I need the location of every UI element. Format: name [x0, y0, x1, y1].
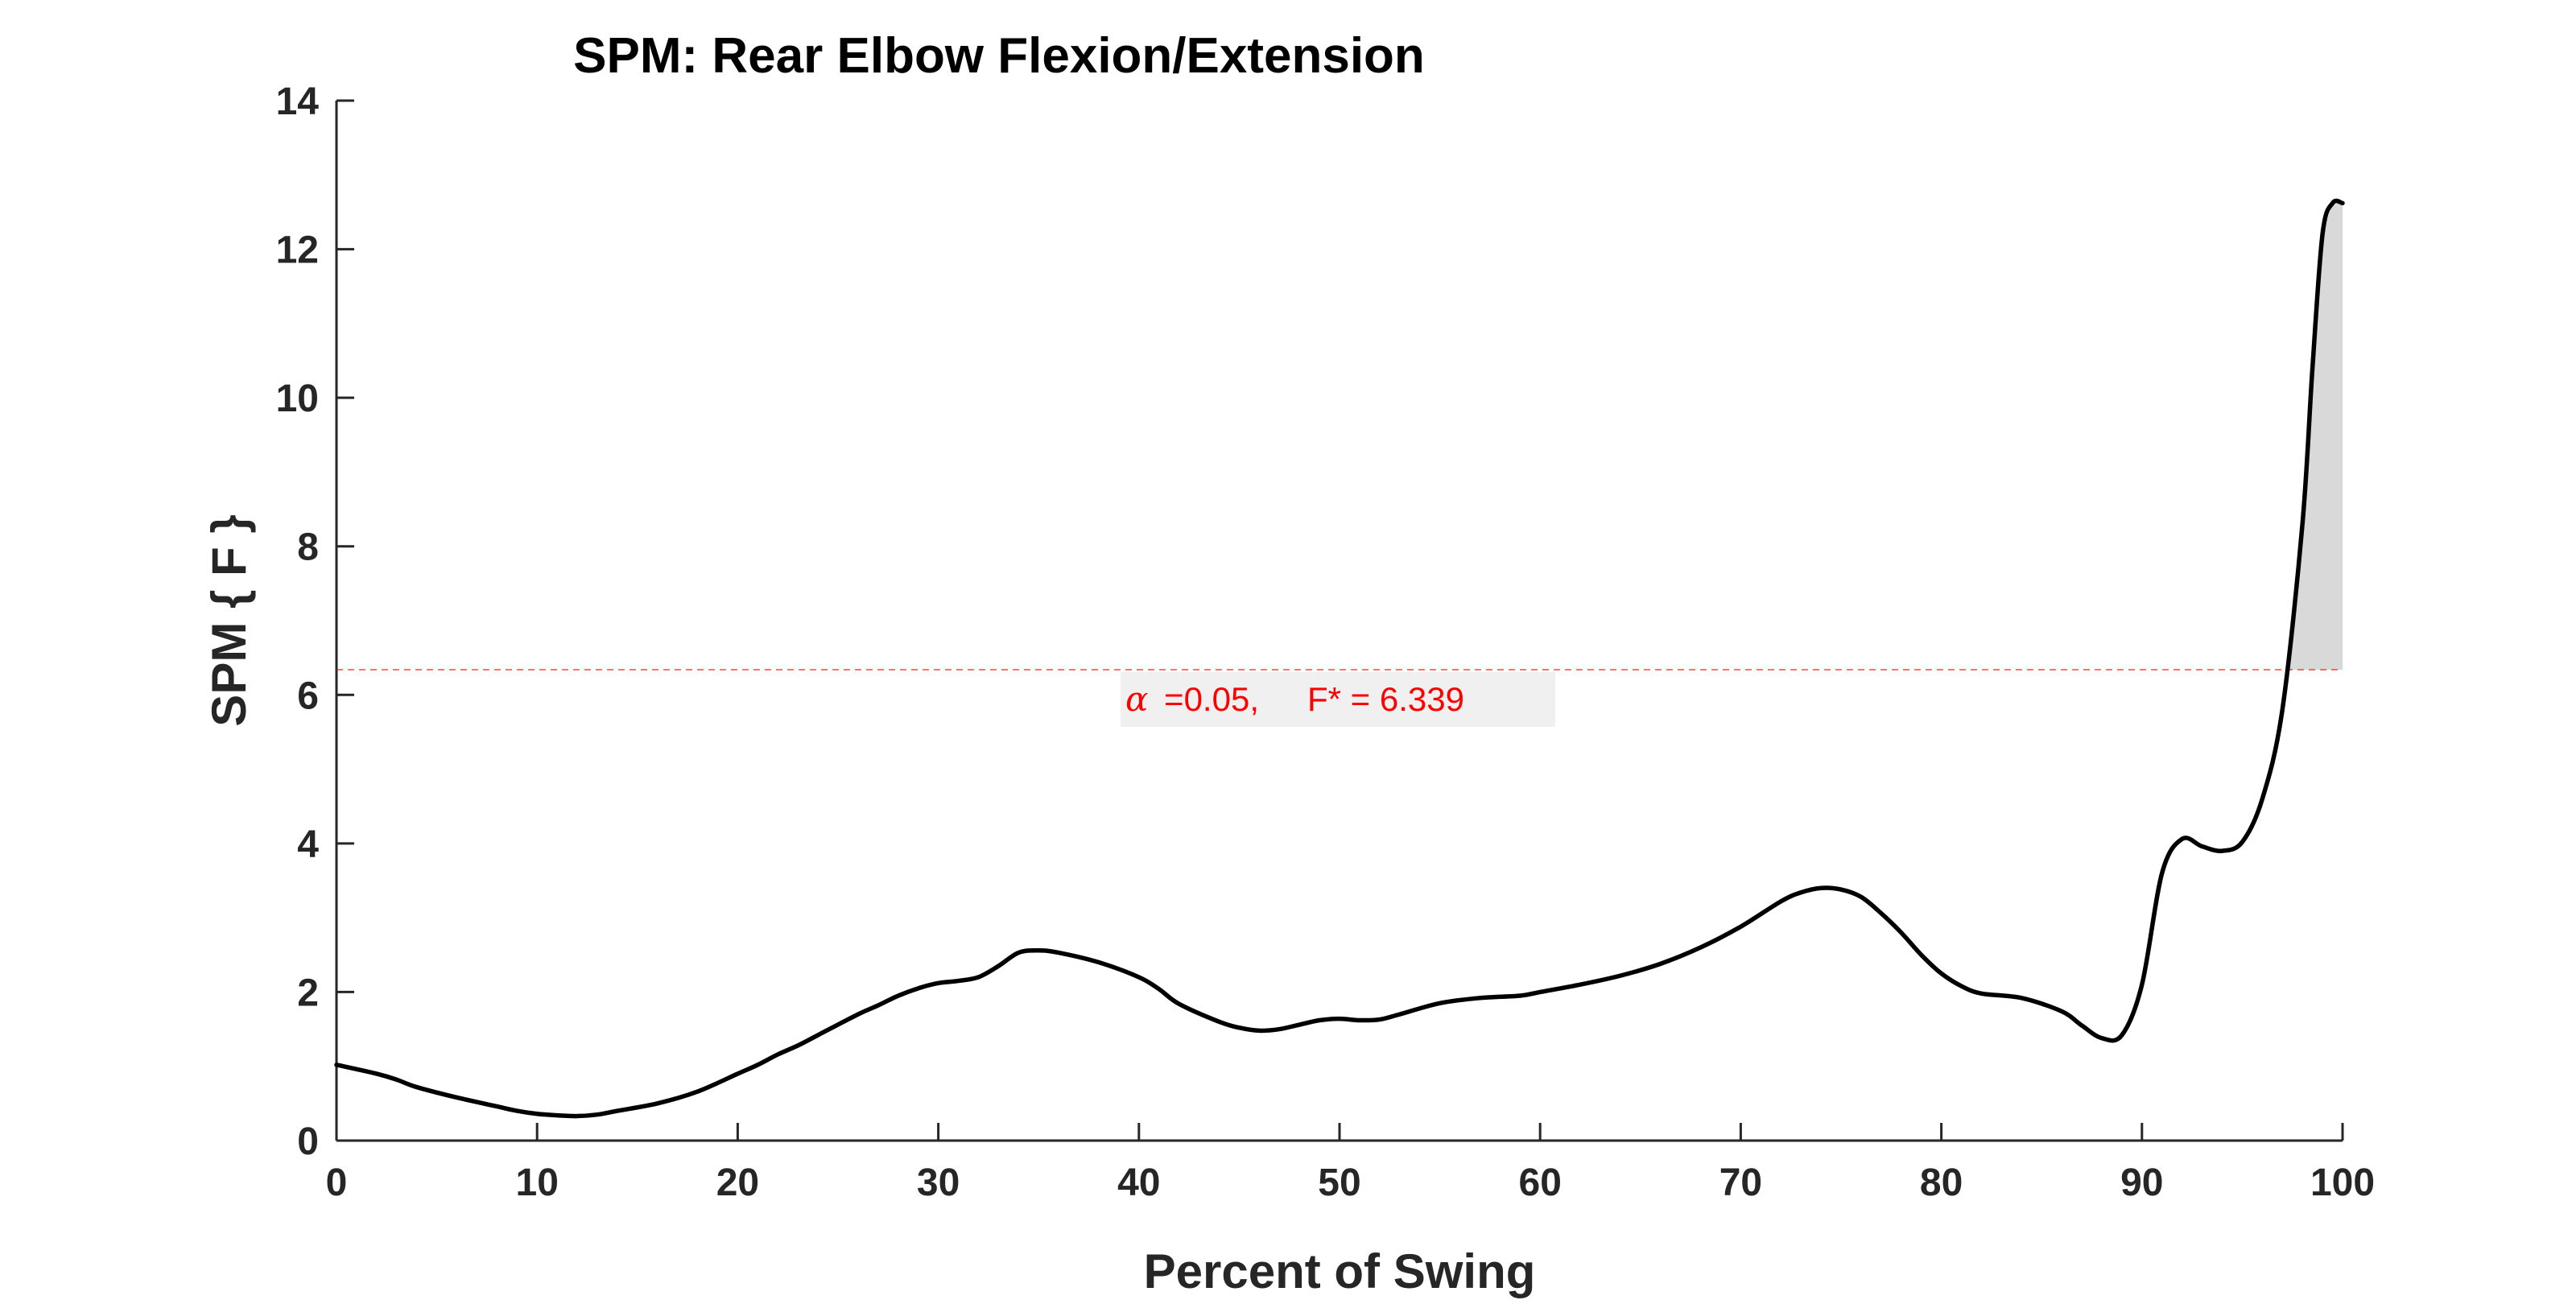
y-tick-label: 10 [276, 378, 319, 420]
x-tick-label: 30 [917, 1162, 960, 1204]
x-tick-label: 0 [326, 1162, 348, 1204]
alpha-value: =0.05, [1154, 680, 1259, 718]
x-tick-label: 20 [716, 1162, 759, 1204]
y-axis-label: SPM { F } [202, 514, 256, 726]
y-tick-label: 6 [297, 675, 319, 717]
y-tick-label: 8 [297, 526, 319, 569]
y-tick-label: 14 [276, 80, 320, 123]
x-tick-label: 100 [2310, 1162, 2375, 1204]
x-tick-label: 70 [1719, 1162, 1762, 1204]
y-tick-label: 12 [276, 229, 319, 272]
x-ticks: 0 10 20 30 40 50 60 70 80 90 100 [326, 1123, 2375, 1204]
y-tick-label: 0 [297, 1120, 319, 1163]
threshold-annotation-background [1121, 672, 1555, 727]
fstar-value: F* = 6.339 [1307, 680, 1464, 718]
x-tick-label: 10 [516, 1162, 559, 1204]
spm-f-series-line [334, 198, 2345, 1119]
threshold-annotation: α =0.05, F* = 6.339 [1121, 672, 1555, 727]
y-tick-label: 2 [297, 972, 319, 1014]
chart-title: SPM: Rear Elbow Flexion/Extension [573, 28, 1425, 84]
x-tick-label: 60 [1519, 1162, 1562, 1204]
x-tick-label: 50 [1318, 1162, 1360, 1204]
y-tick-label: 4 [297, 823, 319, 866]
x-axis-label: Percent of Swing [1144, 1244, 1536, 1298]
threshold-annotation-text: α =0.05, F* = 6.339 [1125, 679, 1464, 719]
alpha-symbol: α [1125, 679, 1148, 719]
x-tick-label: 90 [2120, 1162, 2163, 1204]
x-tick-label: 40 [1117, 1162, 1160, 1204]
x-tick-label: 80 [1920, 1162, 1963, 1204]
y-ticks: 0 2 4 6 8 10 12 14 [276, 80, 354, 1163]
